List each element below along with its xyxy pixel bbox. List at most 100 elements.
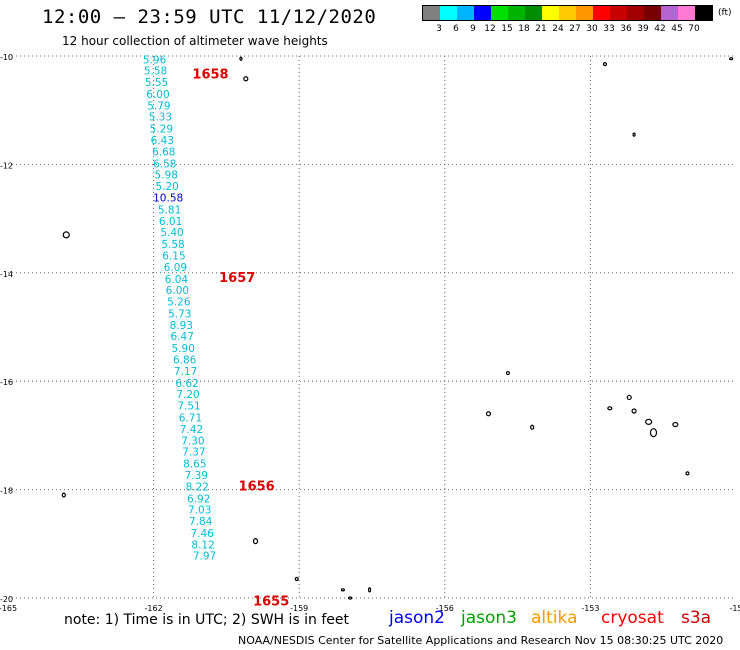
legend-label: 30 [586, 24, 598, 34]
legend-swatch [440, 6, 457, 20]
wave-height-value: 7.97 [193, 551, 216, 563]
legend-color-bar [422, 5, 713, 21]
lon-tick-label: -153 [581, 604, 599, 613]
legend-swatch [525, 6, 542, 20]
lat-tick-label: -16 [0, 378, 13, 387]
wave-height-value: 6.43 [151, 135, 174, 147]
pass-time-label: 1656 [239, 479, 275, 494]
wave-height-value: 7.17 [174, 366, 197, 378]
wave-height-value: 5.20 [155, 181, 178, 193]
legend-swatch [627, 6, 644, 20]
legend-swatch [593, 6, 610, 20]
wave-height-value: 8.93 [170, 320, 193, 332]
legend-label: 18 [518, 24, 530, 34]
legend-swatch [474, 6, 491, 20]
wave-height-value: 6.09 [164, 262, 187, 274]
map-axes: -10 -12 -14 -16 -18 -20-165 -162 -159 -156 -153 -1… [0, 53, 740, 613]
wave-height-value: 5.29 [150, 124, 173, 136]
legend-label: 3 [436, 24, 442, 34]
satellite-jason3: jason3 [461, 608, 517, 628]
wave-height-value: 6.92 [187, 493, 210, 505]
lat-tick-label: -12 [0, 161, 13, 170]
satellite-cryosat: cryosat [601, 608, 664, 628]
legend-label: 45 [671, 24, 683, 34]
island-outline [485, 411, 492, 417]
wave-height-value: 6.62 [175, 378, 198, 390]
legend-label: 24 [552, 24, 564, 34]
wave-height-value: 7.37 [182, 447, 205, 459]
legend-label: 6 [453, 24, 459, 34]
lat-tick-label: -14 [0, 270, 13, 279]
lon-tick-label: -159 [290, 604, 308, 613]
map-grid [8, 55, 736, 599]
wave-height-value: 10.58 [153, 192, 183, 204]
legend-label: 36 [620, 24, 632, 34]
pass-time-labels: 1658 1657 1656 1655 [192, 67, 289, 609]
wave-height-value: 6.86 [173, 355, 197, 367]
island-outline [505, 370, 510, 376]
wave-height-value: 7.51 [177, 401, 200, 413]
wave-height-value: 7.20 [176, 389, 199, 401]
legend-swatch [695, 6, 712, 20]
island-outline [626, 394, 632, 401]
wave-height-track: 5.965.585.556.005.795.335.296.436.686.58… [143, 54, 216, 562]
wave-height-value: 5.55 [145, 77, 168, 89]
wave-height-legend: 3 6 9 12 15 18 21 24 27 30 33 36 39 42 45 70 (ft) [422, 5, 732, 35]
pass-time-label: 1657 [219, 271, 255, 286]
island-outline [729, 57, 734, 61]
wave-height-value: 7.46 [190, 528, 214, 540]
island-outline [645, 418, 653, 425]
satellite-jason2: jason2 [389, 608, 445, 628]
wave-height-value: 5.79 [147, 100, 170, 112]
page-subtitle: 12 hour collection of altimeter wave hei… [62, 34, 328, 48]
pass-time-label: 1655 [253, 595, 289, 610]
wave-height-value: 5.40 [160, 227, 183, 239]
wave-height-value: 5.33 [149, 112, 172, 124]
lon-tick-label: -156 [436, 604, 454, 613]
wave-height-value: 6.58 [153, 158, 176, 170]
wave-height-value: 7.84 [189, 516, 213, 528]
wave-height-value: 5.98 [155, 170, 178, 182]
legend-labels: 3 6 9 12 15 18 21 24 27 30 33 36 39 42 45 70 [422, 21, 713, 35]
wave-height-value: 6.00 [166, 285, 189, 297]
wave-height-value: 8.22 [186, 481, 209, 493]
legend-label: 42 [654, 24, 666, 34]
satellite-s3a: s3a [681, 608, 712, 628]
lat-tick-label: -20 [0, 595, 13, 604]
island-outline [672, 421, 679, 428]
wave-height-value: 7.30 [181, 435, 204, 447]
legend-label: 12 [484, 24, 496, 34]
lon-tick-label: -15 [729, 604, 740, 613]
wave-height-value: 6.47 [171, 331, 194, 343]
wave-height-value: 6.00 [146, 89, 169, 101]
legend-label: 27 [569, 24, 581, 34]
legend-swatch [491, 6, 508, 20]
legend-swatch [559, 6, 576, 20]
legend-label: 33 [603, 24, 615, 34]
footer-note: note: 1) Time is in UTC; 2) SWH is in fe… [64, 612, 350, 628]
wave-height-value: 5.96 [143, 54, 167, 66]
island-outline [632, 132, 636, 137]
island-outline [294, 576, 299, 582]
wave-height-value: 5.26 [167, 297, 191, 309]
wave-height-value: 5.73 [168, 308, 191, 320]
credit-line: NOAA/NESDIS Center for Satellite Applica… [238, 634, 724, 647]
island-outline [239, 56, 243, 61]
island-outline [631, 408, 637, 414]
legend-label: 70 [688, 24, 700, 34]
lon-tick-label: -162 [145, 604, 163, 613]
legend-swatch [457, 6, 474, 20]
legend-label: 9 [470, 24, 476, 34]
island-outline [530, 424, 535, 430]
lat-tick-label: -18 [0, 487, 13, 496]
island-outline [340, 588, 345, 592]
pass-time-label: 1658 [192, 67, 228, 82]
legend-swatch [508, 6, 525, 20]
legend-swatch [644, 6, 661, 20]
legend-label: 15 [501, 24, 513, 34]
island-outline [685, 471, 690, 476]
wave-height-value: 5.90 [172, 343, 195, 355]
wave-height-value: 5.81 [158, 204, 181, 216]
legend-label: 39 [637, 24, 649, 34]
